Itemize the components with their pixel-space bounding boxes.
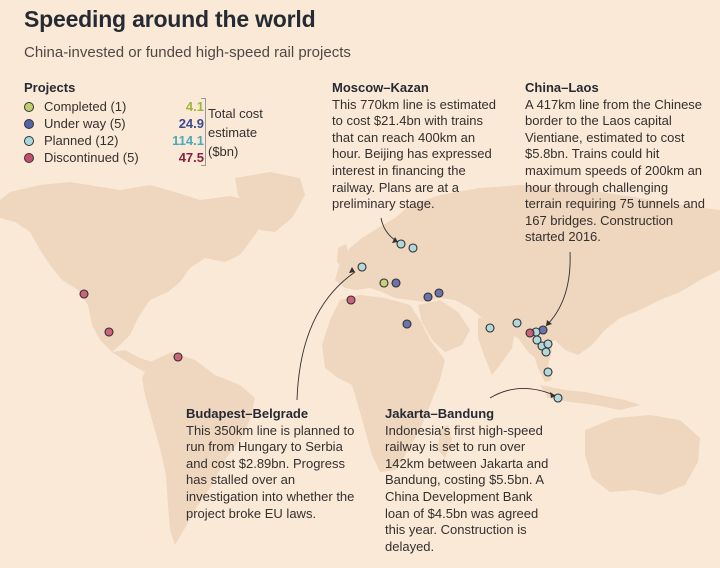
- legend-bracket: [201, 98, 206, 166]
- annotation-text: A 417km line from the Chinese border to …: [525, 96, 705, 245]
- planned-project-marker: [553, 393, 563, 403]
- connector-laos: [545, 251, 571, 327]
- annotation-jakarta-bandung: Jakarta–Bandung Indonesia's first high-s…: [385, 406, 560, 555]
- india: [478, 318, 515, 375]
- planned-project-marker: [357, 262, 367, 272]
- annotation-text: This 770km line is estimated to cost $21…: [332, 96, 497, 212]
- annotation-text: This 350km line is planned to run from H…: [186, 422, 355, 521]
- planned-project-marker: [512, 318, 522, 328]
- completed-project-marker: [379, 278, 389, 288]
- planned-project-marker: [541, 347, 551, 357]
- arrow-laos: [546, 320, 552, 326]
- legend-label: Discontinued (5): [44, 150, 139, 165]
- legend-value: 47.5: [178, 150, 204, 165]
- annotation-china-laos: China–Laos A 417km line from the Chinese…: [525, 80, 705, 246]
- legend-label: Completed (1): [44, 99, 127, 114]
- planned-marker-icon: [24, 136, 34, 146]
- south-america: [142, 352, 255, 545]
- connector-jakarta: [489, 388, 557, 399]
- annotation-budapest-belgrade: Budapest–Belgrade This 350km line is pla…: [186, 406, 356, 522]
- annotation-title: China–Laos: [525, 80, 599, 95]
- madagascar: [438, 425, 452, 458]
- under-way-project-marker: [402, 319, 412, 329]
- arrow-moscow: [392, 237, 398, 243]
- arabian-peninsula: [418, 300, 470, 352]
- arrow-budapest: [349, 267, 355, 273]
- planned-project-marker: [485, 323, 495, 333]
- discontinued-marker-icon: [24, 153, 34, 163]
- page-subtitle: China-invested or funded high-speed rail…: [24, 44, 351, 61]
- annotation-title: Jakarta–Bandung: [385, 406, 495, 421]
- discontinued-project-marker: [79, 289, 89, 299]
- under-way-marker-icon: [24, 119, 34, 129]
- planned-project-marker: [396, 239, 406, 249]
- annotation-moscow-kazan: Moscow–Kazan This 770km line is estimate…: [332, 80, 502, 213]
- discontinued-project-marker: [173, 352, 183, 362]
- legend-item-completed: Completed (1) 4.1: [24, 99, 204, 116]
- under-way-project-marker: [423, 292, 433, 302]
- planned-project-marker: [408, 243, 418, 253]
- legend-label: Planned (12): [44, 133, 119, 148]
- under-way-project-marker: [391, 278, 401, 288]
- planned-project-marker: [543, 367, 553, 377]
- discontinued-project-marker: [346, 295, 356, 305]
- africa: [322, 295, 445, 472]
- annotation-title: Moscow–Kazan: [332, 80, 429, 95]
- indonesia: [540, 385, 640, 410]
- eurasia: [335, 185, 720, 360]
- legend-item-under-way: Under way (5) 24.9: [24, 116, 204, 133]
- legend-value: 4.1: [185, 99, 204, 114]
- total-cost-label: Total cost estimate ($bn): [208, 106, 263, 159]
- connector-budapest: [296, 271, 356, 401]
- annotation-text: Indonesia's first high-speed railway is …: [385, 422, 549, 554]
- legend-item-planned: Planned (12) 114.1: [24, 133, 204, 150]
- great-britain: [337, 244, 350, 268]
- legend-value: 114.1: [172, 133, 204, 148]
- page-title: Speeding around the world: [24, 6, 316, 32]
- legend-label: Under way (5): [44, 116, 126, 131]
- completed-marker-icon: [24, 102, 34, 112]
- japan: [636, 255, 655, 296]
- project-markers: [79, 239, 563, 403]
- australia: [585, 415, 700, 495]
- planned-project-marker: [543, 339, 553, 349]
- greenland: [235, 172, 305, 232]
- north-america: [0, 182, 268, 352]
- land-masses: [0, 172, 720, 545]
- under-way-project-marker: [434, 288, 444, 298]
- discontinued-project-marker: [104, 327, 114, 337]
- legend-value: 24.9: [178, 116, 204, 131]
- annotation-title: Budapest–Belgrade: [186, 406, 309, 421]
- discontinued-project-marker: [525, 328, 535, 338]
- legend-item-discontinued: Discontinued (5) 47.5: [24, 150, 204, 167]
- legend-title: Projects: [24, 80, 76, 95]
